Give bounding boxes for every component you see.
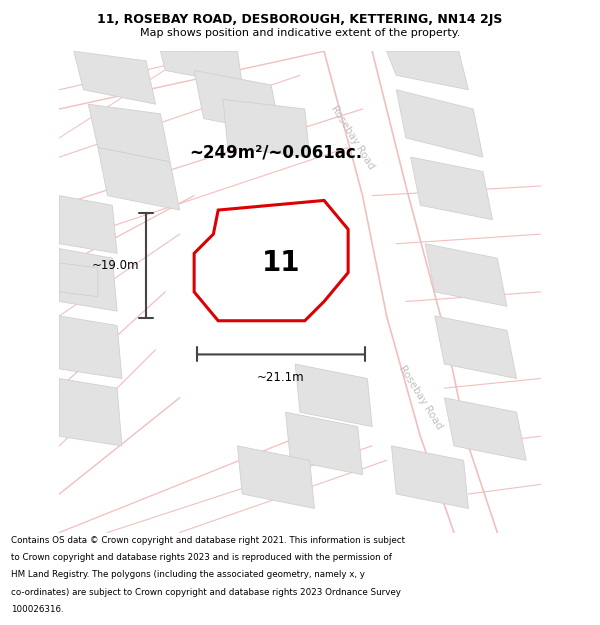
Polygon shape	[74, 51, 155, 104]
Polygon shape	[160, 51, 242, 85]
Polygon shape	[88, 104, 170, 162]
Polygon shape	[286, 412, 362, 475]
Text: ~249m²/~0.061ac.: ~249m²/~0.061ac.	[190, 143, 362, 161]
Polygon shape	[59, 249, 117, 311]
Polygon shape	[59, 316, 122, 379]
Text: to Crown copyright and database rights 2023 and is reproduced with the permissio: to Crown copyright and database rights 2…	[11, 553, 392, 562]
Polygon shape	[59, 196, 117, 253]
Text: Contains OS data © Crown copyright and database right 2021. This information is : Contains OS data © Crown copyright and d…	[11, 536, 405, 545]
Text: 11, ROSEBAY ROAD, DESBOROUGH, KETTERING, NN14 2JS: 11, ROSEBAY ROAD, DESBOROUGH, KETTERING,…	[97, 12, 503, 26]
Text: Rosebay Road: Rosebay Road	[329, 104, 377, 172]
Text: 100026316.: 100026316.	[11, 604, 64, 614]
Polygon shape	[425, 244, 507, 306]
Polygon shape	[410, 157, 493, 219]
Text: ~19.0m: ~19.0m	[91, 259, 139, 272]
Polygon shape	[435, 316, 517, 379]
Polygon shape	[98, 148, 179, 210]
Polygon shape	[59, 263, 98, 297]
Polygon shape	[223, 99, 310, 157]
Text: Map shows position and indicative extent of the property.: Map shows position and indicative extent…	[140, 28, 460, 39]
Polygon shape	[194, 201, 348, 321]
Polygon shape	[295, 364, 372, 427]
Polygon shape	[386, 51, 469, 90]
Text: co-ordinates) are subject to Crown copyright and database rights 2023 Ordnance S: co-ordinates) are subject to Crown copyr…	[11, 588, 401, 596]
Text: 11: 11	[262, 249, 300, 277]
Polygon shape	[445, 398, 526, 460]
Text: Rosebay Road: Rosebay Road	[397, 364, 444, 431]
Text: ~21.1m: ~21.1m	[257, 371, 305, 384]
Polygon shape	[194, 71, 281, 133]
Polygon shape	[228, 215, 319, 282]
Polygon shape	[396, 90, 483, 157]
Text: HM Land Registry. The polygons (including the associated geometry, namely x, y: HM Land Registry. The polygons (includin…	[11, 571, 365, 579]
Polygon shape	[391, 446, 469, 509]
Polygon shape	[59, 379, 122, 446]
Polygon shape	[238, 446, 314, 509]
